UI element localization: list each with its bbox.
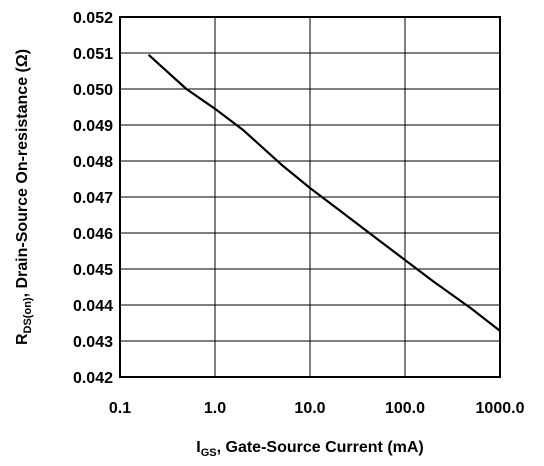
y-tick-label: 0.043 [73, 334, 113, 351]
y-tick-label: 0.047 [73, 190, 113, 207]
y-tick-label: 0.046 [73, 226, 113, 243]
x-tick-label: 100.0 [385, 400, 425, 417]
y-axis-title: RDS(on), Drain-Source On-resistance (Ω) [14, 49, 34, 345]
x-axis-title: IGS, Gate-Source Current (mA) [196, 439, 424, 459]
y-tick-labels: 0.042 0.043 0.044 0.045 0.046 0.047 0.048 0.049… [73, 10, 113, 387]
x-tick-label: 0.1 [109, 400, 131, 417]
plot-frame [119, 16, 501, 378]
y-tick-label: 0.051 [73, 46, 113, 63]
y-tick-label: 0.048 [73, 154, 113, 171]
y-tick-label: 0.042 [73, 370, 113, 387]
series-layer [147, 53, 501, 332]
x-tick-label: 10.0 [294, 400, 325, 417]
y-tick-label: 0.045 [73, 262, 113, 279]
y-tick-label: 0.050 [73, 82, 113, 99]
x-tick-labels: 0.1 1.0 10.0 100.0 1000.0 [109, 400, 525, 417]
x-tick-label: 1.0 [204, 400, 226, 417]
y-tick-label: 0.049 [73, 118, 113, 135]
y-tick-label: 0.044 [73, 298, 113, 315]
series-line [147, 53, 501, 332]
x-tick-label: 1000.0 [476, 400, 525, 417]
y-tick-label: 0.052 [73, 10, 113, 27]
